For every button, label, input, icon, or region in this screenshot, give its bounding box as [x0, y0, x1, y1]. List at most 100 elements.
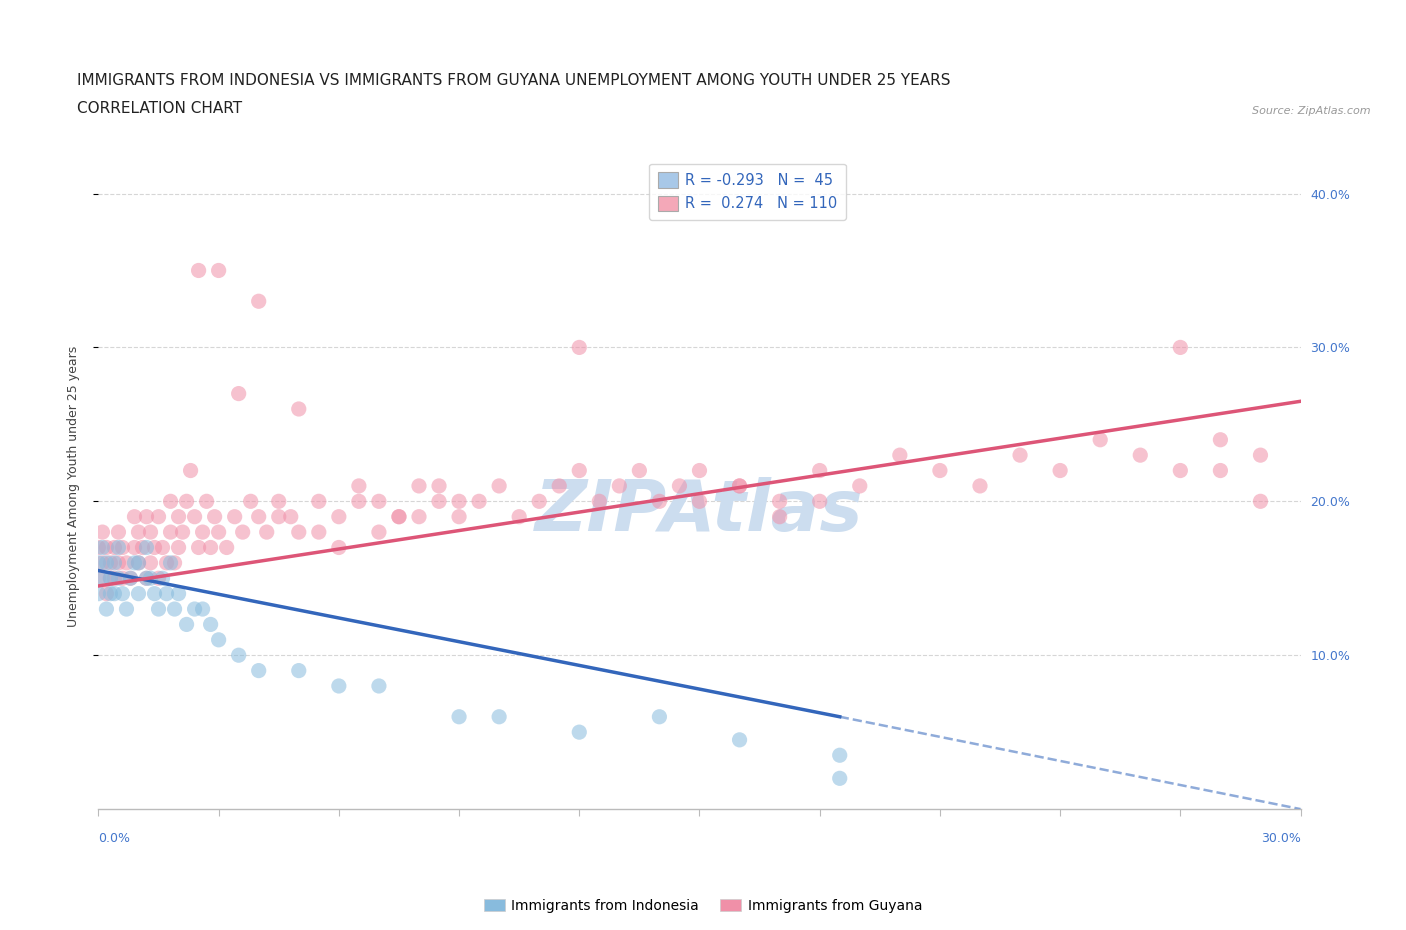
Point	[159, 525, 181, 539]
Point	[689, 494, 711, 509]
Point	[224, 510, 246, 525]
Point	[187, 540, 209, 555]
Point	[288, 402, 311, 417]
Point	[148, 602, 170, 617]
Point	[628, 463, 651, 478]
Point	[308, 525, 330, 539]
Point	[388, 510, 411, 525]
Point	[208, 525, 231, 539]
Point	[120, 571, 142, 586]
Point	[267, 494, 290, 509]
Point	[100, 571, 122, 586]
Point	[849, 479, 872, 494]
Point	[228, 386, 250, 401]
Legend: Immigrants from Indonesia, Immigrants from Guyana: Immigrants from Indonesia, Immigrants fr…	[478, 894, 928, 919]
Point	[155, 586, 177, 601]
Point	[267, 510, 290, 525]
Point	[1010, 447, 1032, 462]
Point	[447, 710, 470, 724]
Point	[115, 555, 138, 570]
Point	[247, 663, 270, 678]
Point	[228, 648, 250, 663]
Text: 0.0%: 0.0%	[98, 832, 131, 845]
Point	[159, 555, 181, 570]
Point	[200, 617, 222, 631]
Text: Source: ZipAtlas.com: Source: ZipAtlas.com	[1253, 106, 1371, 116]
Text: ZIPAtlas: ZIPAtlas	[536, 477, 863, 546]
Point	[172, 525, 194, 539]
Point	[408, 479, 430, 494]
Point	[187, 263, 209, 278]
Point	[368, 679, 391, 694]
Point	[128, 525, 150, 539]
Y-axis label: Unemployment Among Youth under 25 years: Unemployment Among Youth under 25 years	[67, 345, 80, 627]
Point	[368, 525, 391, 539]
Point	[328, 510, 350, 525]
Point	[96, 586, 118, 601]
Point	[107, 525, 129, 539]
Point	[1209, 432, 1232, 447]
Point	[107, 571, 129, 586]
Point	[103, 571, 125, 586]
Point	[447, 510, 470, 525]
Point	[152, 571, 174, 586]
Point	[96, 540, 118, 555]
Point	[91, 540, 114, 555]
Point	[143, 586, 166, 601]
Point	[87, 571, 110, 586]
Point	[1088, 432, 1111, 447]
Point	[128, 586, 150, 601]
Point	[427, 494, 450, 509]
Point	[107, 540, 129, 555]
Point	[96, 555, 118, 570]
Point	[115, 602, 138, 617]
Point	[808, 463, 831, 478]
Point	[159, 494, 181, 509]
Point	[191, 602, 214, 617]
Point	[447, 494, 470, 509]
Text: 30.0%: 30.0%	[1261, 832, 1301, 845]
Point	[548, 479, 571, 494]
Point	[648, 494, 671, 509]
Point	[288, 663, 311, 678]
Point	[1129, 447, 1152, 462]
Point	[568, 724, 591, 739]
Point	[91, 571, 114, 586]
Point	[183, 602, 205, 617]
Point	[468, 494, 491, 509]
Point	[124, 540, 146, 555]
Point	[929, 463, 952, 478]
Point	[124, 510, 146, 525]
Point	[195, 494, 218, 509]
Point	[111, 571, 134, 586]
Point	[1209, 463, 1232, 478]
Point	[1049, 463, 1071, 478]
Point	[529, 494, 551, 509]
Point	[135, 571, 157, 586]
Point	[668, 479, 690, 494]
Point	[648, 710, 671, 724]
Point	[120, 571, 142, 586]
Point	[689, 463, 711, 478]
Point	[508, 510, 530, 525]
Point	[183, 510, 205, 525]
Point	[167, 510, 190, 525]
Point	[609, 479, 631, 494]
Point	[87, 540, 110, 555]
Point	[232, 525, 254, 539]
Point	[87, 586, 110, 601]
Point	[347, 494, 370, 509]
Point	[139, 555, 162, 570]
Point	[176, 617, 198, 631]
Point	[103, 586, 125, 601]
Point	[87, 555, 110, 570]
Point	[889, 447, 911, 462]
Point	[103, 555, 125, 570]
Point	[180, 463, 202, 478]
Point	[208, 632, 231, 647]
Point	[167, 540, 190, 555]
Point	[215, 540, 238, 555]
Point	[204, 510, 226, 525]
Point	[128, 555, 150, 570]
Point	[131, 540, 153, 555]
